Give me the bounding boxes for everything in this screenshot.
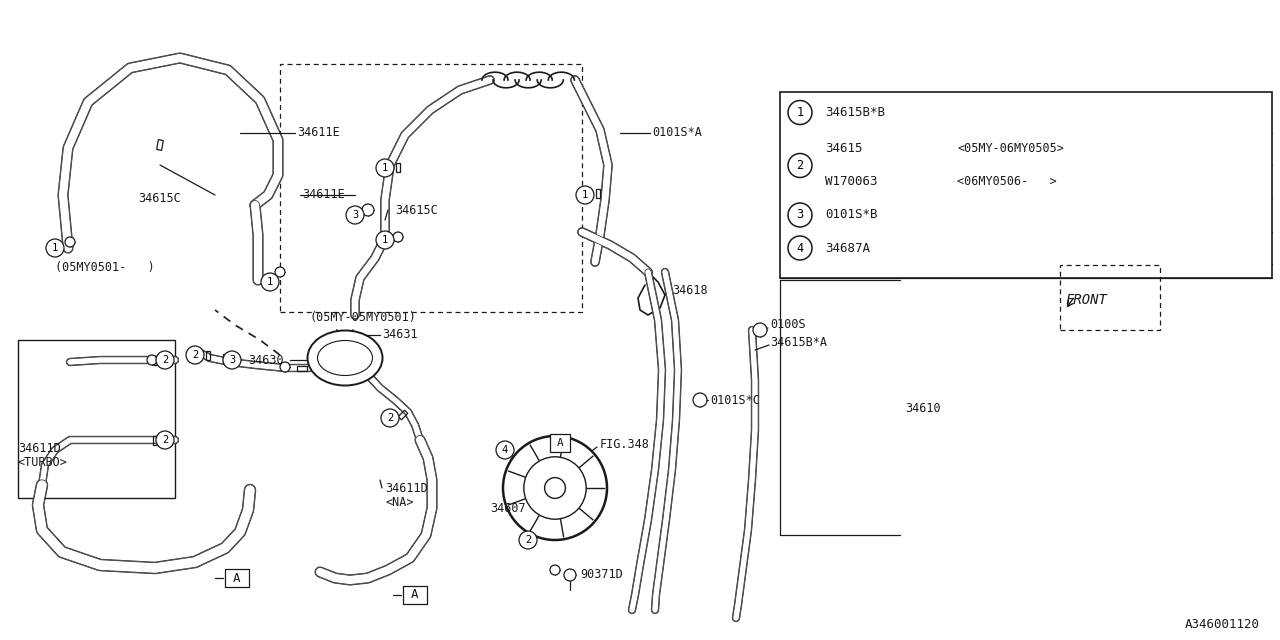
Text: 3: 3 (229, 355, 236, 365)
Text: 1: 1 (796, 106, 804, 119)
Text: 3: 3 (796, 209, 804, 221)
Text: A: A (411, 589, 419, 602)
Circle shape (156, 431, 174, 449)
Text: FRONT: FRONT (1065, 293, 1107, 307)
Text: (05MY-05MY0501): (05MY-05MY0501) (310, 312, 417, 324)
Text: 34631: 34631 (381, 328, 417, 342)
Text: <06MY0506-   >: <06MY0506- > (957, 175, 1057, 188)
Circle shape (544, 477, 566, 499)
Circle shape (564, 569, 576, 581)
Circle shape (576, 186, 594, 204)
Text: 34610: 34610 (905, 401, 941, 415)
Text: A: A (233, 572, 241, 584)
Circle shape (147, 355, 157, 365)
Text: 0101S*B: 0101S*B (826, 209, 878, 221)
Circle shape (393, 232, 403, 242)
Text: 34615B*B: 34615B*B (826, 106, 884, 119)
Circle shape (788, 100, 812, 125)
Text: 2: 2 (525, 535, 531, 545)
Circle shape (497, 441, 515, 459)
Text: <05MY-06MY0505>: <05MY-06MY0505> (957, 143, 1064, 156)
Text: 2: 2 (161, 355, 168, 365)
Circle shape (788, 236, 812, 260)
Bar (1060, 265, 1160, 330)
Circle shape (753, 323, 767, 337)
Circle shape (275, 267, 285, 277)
Circle shape (376, 231, 394, 249)
Text: 34611E: 34611E (302, 189, 344, 202)
Circle shape (280, 362, 291, 372)
Circle shape (376, 159, 394, 177)
Text: 34615C: 34615C (396, 204, 438, 216)
Text: 90371D: 90371D (580, 568, 623, 582)
Circle shape (550, 565, 561, 575)
Text: 34615B*A: 34615B*A (771, 335, 827, 349)
Text: 0101S*C: 0101S*C (710, 394, 760, 406)
Text: 4: 4 (796, 241, 804, 255)
Text: 34615C: 34615C (138, 191, 180, 205)
Text: 34615: 34615 (826, 143, 863, 156)
Text: 2: 2 (192, 350, 198, 360)
Circle shape (362, 204, 374, 216)
Circle shape (346, 206, 364, 224)
Circle shape (503, 436, 607, 540)
Bar (18, 340, 175, 498)
Circle shape (156, 351, 174, 369)
Bar (780, 92, 1272, 278)
Circle shape (186, 346, 204, 364)
Text: <NA>: <NA> (385, 495, 413, 509)
Circle shape (381, 409, 399, 427)
Bar (550, 434, 570, 452)
Bar (280, 64, 582, 312)
Text: 1: 1 (582, 190, 588, 200)
Text: 0100S: 0100S (771, 319, 805, 332)
Text: 2: 2 (796, 159, 804, 172)
Circle shape (788, 154, 812, 177)
Text: 3: 3 (352, 210, 358, 220)
Circle shape (261, 273, 279, 291)
Text: <TURBO>: <TURBO> (18, 456, 68, 468)
Circle shape (692, 393, 707, 407)
Text: W170063: W170063 (826, 175, 878, 188)
Text: 1: 1 (381, 235, 388, 245)
Text: 1: 1 (52, 243, 58, 253)
Text: (05MY0501-   ): (05MY0501- ) (55, 262, 155, 275)
Circle shape (223, 351, 241, 369)
Text: 2: 2 (387, 413, 393, 423)
Circle shape (65, 237, 76, 247)
Text: 34611E: 34611E (297, 127, 339, 140)
Text: 1: 1 (266, 277, 273, 287)
Text: 1: 1 (381, 163, 388, 173)
Text: 4: 4 (502, 445, 508, 455)
Text: A346001120: A346001120 (1185, 618, 1260, 632)
Text: 34618: 34618 (672, 284, 708, 296)
Text: 0101S*A: 0101S*A (652, 127, 701, 140)
Text: 34611D: 34611D (385, 481, 428, 495)
Text: A: A (557, 438, 563, 448)
Circle shape (788, 203, 812, 227)
Text: 34607: 34607 (490, 502, 526, 515)
Circle shape (46, 239, 64, 257)
Text: 34630: 34630 (248, 353, 284, 367)
Text: 34611D: 34611D (18, 442, 60, 454)
Ellipse shape (307, 330, 383, 385)
Text: 34687A: 34687A (826, 241, 870, 255)
Text: 2: 2 (161, 435, 168, 445)
Circle shape (518, 531, 538, 549)
Text: FIG.348: FIG.348 (600, 438, 650, 451)
